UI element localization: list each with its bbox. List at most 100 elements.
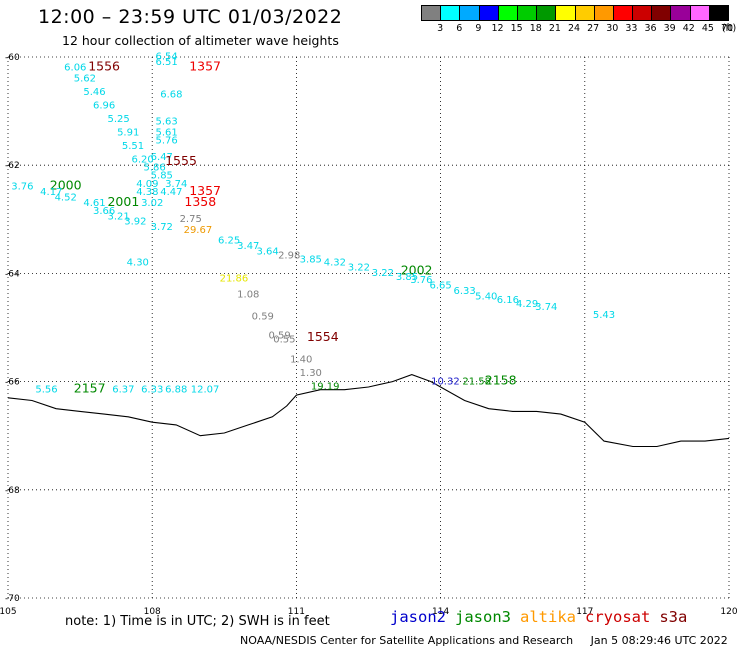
satellite-legend: jason2 jason3 altika cryosat s3a bbox=[390, 608, 696, 626]
credit-timestamp: Jan 5 08:29:46 UTC 2022 bbox=[590, 634, 728, 647]
y-tick-label: -68 bbox=[5, 486, 20, 496]
wave-height-label: 3.85 bbox=[396, 272, 418, 283]
wave-height-label: 4.30 bbox=[127, 257, 149, 268]
x-tick-label: 105 bbox=[0, 607, 17, 617]
satellite-cryosat: cryosat bbox=[585, 608, 651, 626]
legend-swatch bbox=[594, 6, 614, 20]
wave-height-label: 5.85 bbox=[151, 171, 173, 182]
wave-height-label: 3.02 bbox=[141, 198, 163, 209]
wave-height-label: 29.67 bbox=[184, 225, 213, 236]
legend-swatch bbox=[613, 6, 634, 20]
wave-height-label: 6.88 bbox=[165, 384, 187, 395]
wave-height-label: 21.58 bbox=[462, 376, 491, 387]
legend-swatch bbox=[460, 6, 480, 20]
legend-color-bar bbox=[421, 5, 729, 21]
x-tick-label: 120 bbox=[720, 607, 737, 617]
pass-time-label: 1357 bbox=[189, 59, 221, 74]
wave-height-label: 3.76 bbox=[11, 182, 33, 193]
y-tick-label: -66 bbox=[5, 378, 20, 388]
wave-height-label: 4.47 bbox=[160, 187, 182, 198]
legend-swatch bbox=[422, 6, 442, 20]
wave-height-label: 1.08 bbox=[237, 290, 259, 301]
pass-time-label: 1555 bbox=[165, 153, 197, 168]
legend-bin-label: 39 bbox=[663, 23, 676, 34]
x-tick-label: 114 bbox=[432, 607, 449, 617]
pass-time-label: 2158 bbox=[485, 372, 517, 387]
wave-height-label: 5.61 bbox=[155, 127, 177, 138]
wave-height-label: 3.47 bbox=[237, 241, 259, 252]
legend-bin-label: 6 bbox=[456, 23, 463, 34]
legend-swatch bbox=[479, 6, 499, 20]
wave-height-label: 6.51 bbox=[155, 57, 177, 68]
legend-bin-label: 42 bbox=[682, 23, 695, 34]
wave-height-label: 0.59 bbox=[252, 311, 274, 322]
wave-height-label: 5.43 bbox=[593, 310, 615, 321]
page-subtitle: 12 hour collection of altimeter wave hei… bbox=[62, 33, 339, 48]
wave-height-label: 2.98 bbox=[278, 250, 300, 261]
credit-text: NOAA/NESDIS Center for Satellite Applica… bbox=[240, 634, 574, 647]
wave-height-label: 3.74 bbox=[165, 179, 187, 190]
y-tick-label: -62 bbox=[5, 161, 20, 171]
footer-note: note: 1) Time is in UTC; 2) SWH is in fe… bbox=[65, 614, 330, 629]
wave-height-label: 10.32 bbox=[431, 376, 460, 387]
legend-swatch bbox=[690, 6, 710, 20]
y-tick-label: -64 bbox=[5, 269, 20, 279]
wave-height-label: 4.61 bbox=[83, 198, 105, 209]
wave-height-label: 4.09 bbox=[136, 179, 158, 190]
satellite-altika: altika bbox=[520, 608, 576, 626]
wave-height-label: 5.46 bbox=[83, 87, 105, 98]
legend-labels: 3 6 9 12 15 18 21 24 27 30 33 36 39 42 45 70 (ft) bbox=[421, 21, 740, 35]
wave-height-label: 0.59 bbox=[268, 330, 290, 341]
wave-height-label: 4.32 bbox=[324, 257, 346, 268]
wave-height-label: 19.19 bbox=[311, 382, 340, 393]
satellite-jason2: jason2 bbox=[390, 608, 446, 626]
wave-height-label: 6.47 bbox=[151, 152, 173, 163]
wave-height-label: 3.22 bbox=[348, 263, 370, 274]
legend-bin-label: 36 bbox=[644, 23, 657, 34]
x-tick-label: 111 bbox=[288, 607, 305, 617]
wave-height-label: 3.22 bbox=[372, 268, 394, 279]
pass-time-label: 1556 bbox=[88, 59, 120, 74]
pass-time-label: 1357 bbox=[189, 183, 221, 198]
legend-bin-label: 33 bbox=[625, 23, 638, 34]
x-tick-label: 117 bbox=[576, 607, 593, 617]
legend-bin-label: 24 bbox=[567, 23, 581, 34]
wave-height-label: 3.76 bbox=[410, 275, 432, 286]
wave-height-label: 6.06 bbox=[64, 63, 86, 74]
legend-swatch bbox=[498, 6, 518, 20]
wave-height-label: 5.91 bbox=[117, 127, 139, 138]
wave-height-label: 5.86 bbox=[143, 163, 165, 174]
legend-bin-label: 27 bbox=[587, 23, 600, 34]
legend-swatch bbox=[709, 6, 728, 20]
wave-height-label: 4.52 bbox=[55, 192, 77, 203]
legend-unit: (ft) bbox=[721, 23, 737, 34]
wave-height-label: 3.66 bbox=[93, 206, 115, 217]
wave-height-label: 6.96 bbox=[93, 100, 115, 111]
satellite-s3a: s3a bbox=[659, 608, 688, 626]
pass-time-label: 2001 bbox=[107, 194, 139, 209]
y-tick-label: -70 bbox=[5, 594, 20, 604]
wave-height-label: 5.40 bbox=[475, 291, 497, 302]
legend-swatch bbox=[441, 6, 461, 20]
coastline bbox=[7, 374, 730, 448]
x-tick-label: 108 bbox=[144, 607, 161, 617]
wave-height-label: 5.51 bbox=[122, 141, 144, 152]
wave-height-label: 3.72 bbox=[151, 222, 173, 233]
wave-height-label: 3.85 bbox=[300, 255, 322, 266]
wave-height-label: 3.21 bbox=[107, 211, 129, 222]
legend-swatch bbox=[671, 6, 691, 20]
pass-time-label: 2000 bbox=[50, 178, 82, 193]
legend-swatch bbox=[575, 6, 595, 20]
wave-height-label: 3.64 bbox=[256, 247, 278, 258]
legend-bin-label: 3 bbox=[437, 23, 444, 34]
wave-height-label: 3.74 bbox=[535, 302, 557, 313]
wave-height-label: 2.75 bbox=[180, 214, 202, 225]
y-tick-label: -60 bbox=[5, 53, 20, 63]
wave-height-label: 4.29 bbox=[516, 299, 538, 310]
legend-swatch bbox=[537, 6, 557, 20]
legend-swatch bbox=[652, 6, 672, 20]
wave-height-label: 6.33 bbox=[453, 286, 475, 297]
color-legend: 3 6 9 12 15 18 21 24 27 30 33 36 39 42 45 70 (ft) bbox=[421, 5, 740, 35]
satellite-jason3: jason3 bbox=[455, 608, 511, 626]
